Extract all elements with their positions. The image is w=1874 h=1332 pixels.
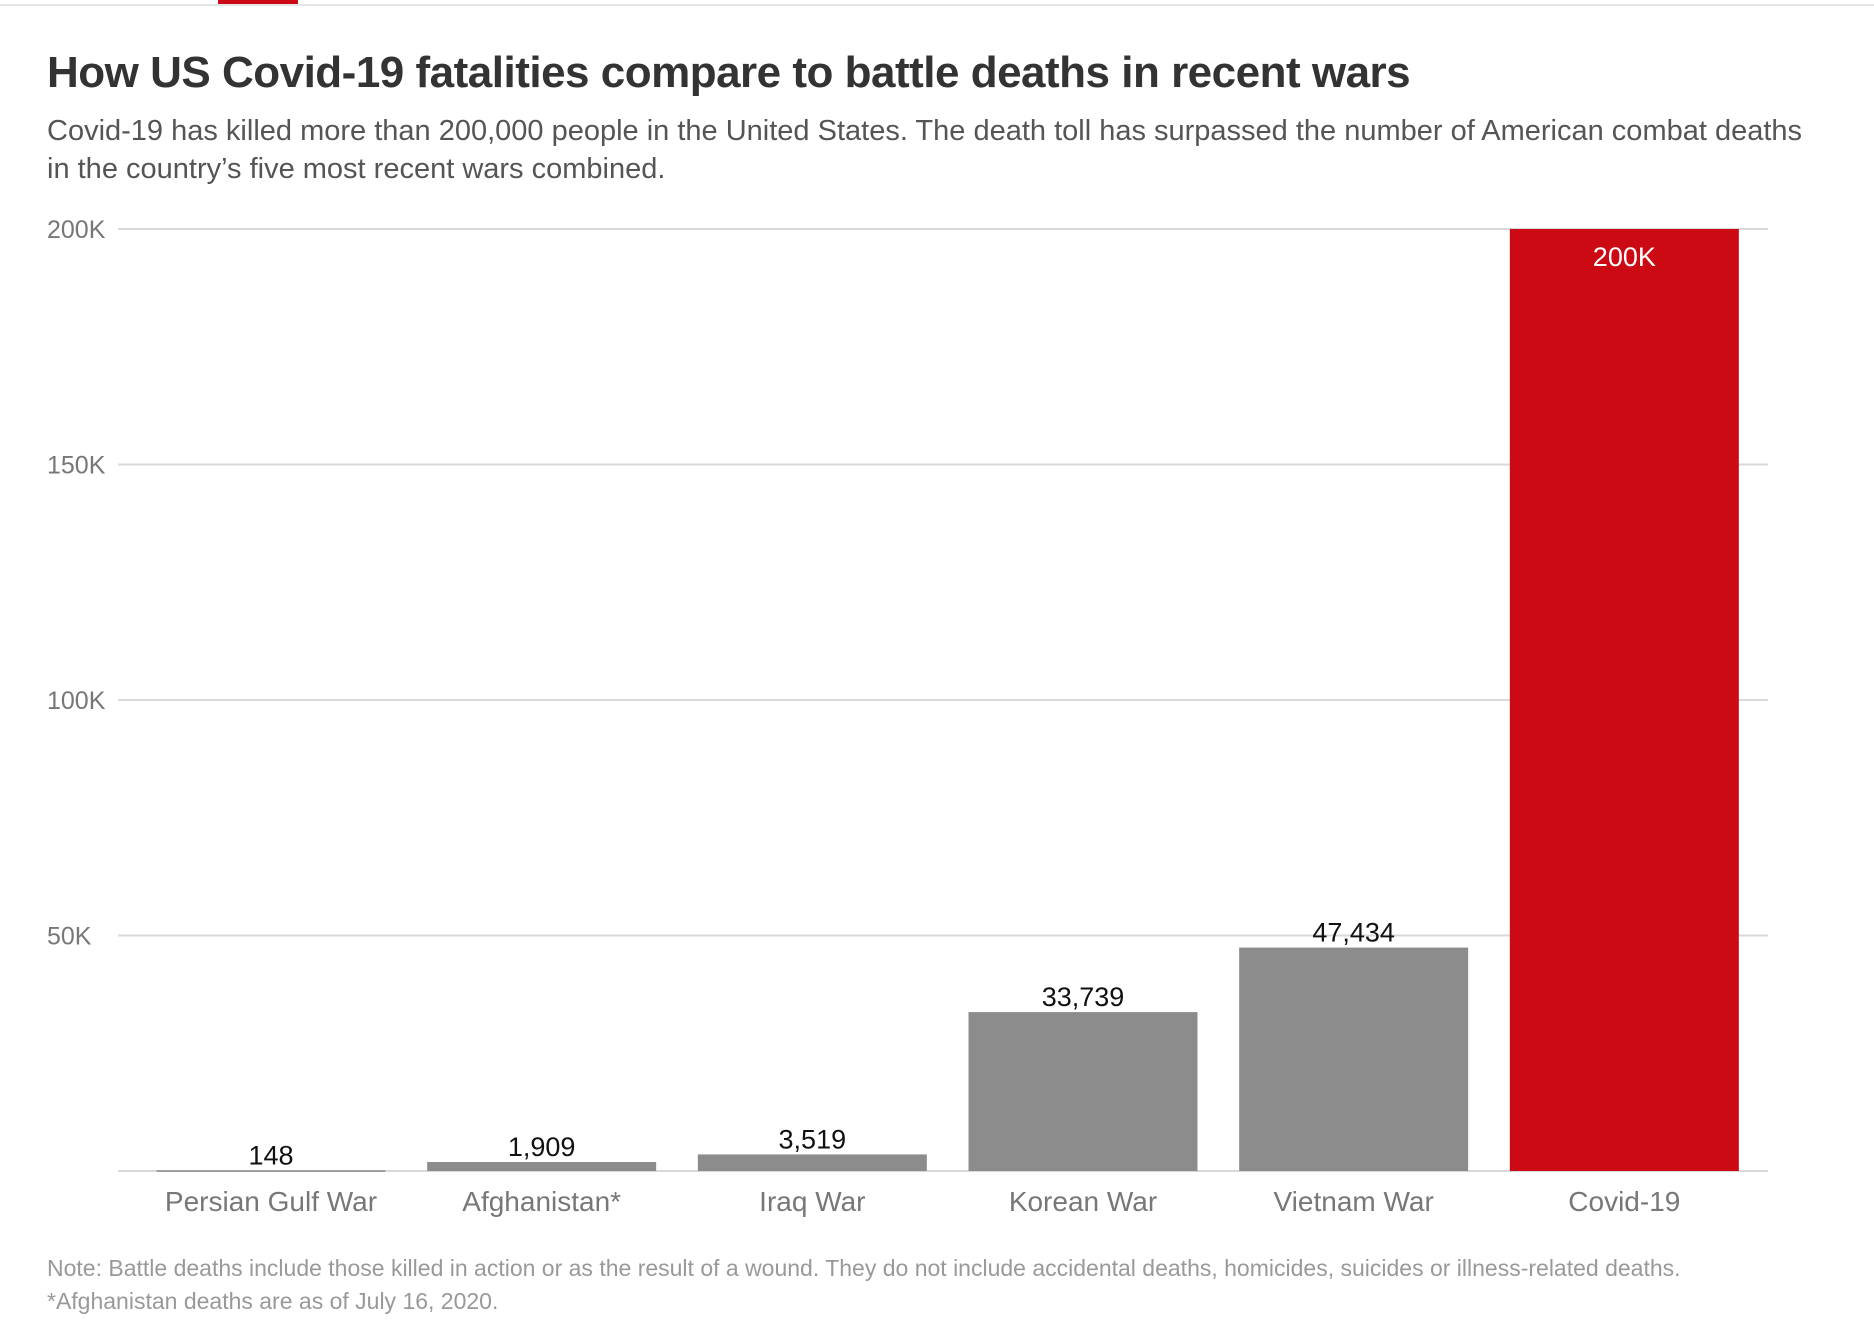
data-label: 3,519 bbox=[779, 1124, 847, 1154]
x-tick-label: Covid-19 bbox=[1568, 1186, 1680, 1217]
data-label: 1,909 bbox=[508, 1132, 576, 1162]
bar-chart: 50K 100K 150K 200K 148 Persian Gulf War 1,909 A… bbox=[47, 216, 1768, 1217]
data-label: 200K bbox=[1593, 242, 1656, 272]
x-tick-label: Afghanistan* bbox=[462, 1186, 621, 1217]
grid-layer bbox=[118, 228, 1768, 1172]
y-tick-label: 200K bbox=[47, 216, 106, 244]
label-layer: 50K 100K 150K 200K 148 Persian Gulf War 1,909 A… bbox=[47, 216, 1680, 1217]
x-tick-label: Iraq War bbox=[759, 1186, 865, 1217]
y-tick-label: 100K bbox=[47, 687, 106, 715]
bar bbox=[968, 1012, 1198, 1171]
data-label: 148 bbox=[248, 1140, 293, 1170]
footnote-line: *Afghanistan deaths are as of July 16, 2… bbox=[47, 1288, 499, 1314]
bar bbox=[1509, 229, 1739, 1171]
bar bbox=[1239, 947, 1469, 1171]
bar-layer bbox=[156, 229, 1739, 1172]
bar bbox=[697, 1154, 927, 1171]
y-tick-label: 150K bbox=[47, 452, 106, 480]
bar bbox=[427, 1162, 657, 1171]
bar bbox=[156, 1170, 386, 1172]
top-divider bbox=[0, 0, 1874, 6]
chart-subtitle: Covid-19 has killed more than 200,000 pe… bbox=[47, 115, 1803, 185]
brand-accent-bar bbox=[218, 0, 298, 4]
data-label: 33,739 bbox=[1042, 982, 1125, 1012]
note-line: Note: Battle deaths include those killed… bbox=[47, 1255, 1681, 1281]
y-tick-label: 50K bbox=[47, 923, 92, 951]
chart-title: How US Covid-19 fatalities compare to ba… bbox=[47, 48, 1411, 97]
data-label: 47,434 bbox=[1312, 918, 1395, 948]
x-tick-label: Persian Gulf War bbox=[165, 1186, 377, 1217]
x-tick-label: Korean War bbox=[1009, 1186, 1157, 1217]
chart-notes: Note: Battle deaths include those killed… bbox=[47, 1252, 1827, 1318]
x-tick-label: Vietnam War bbox=[1274, 1186, 1434, 1217]
